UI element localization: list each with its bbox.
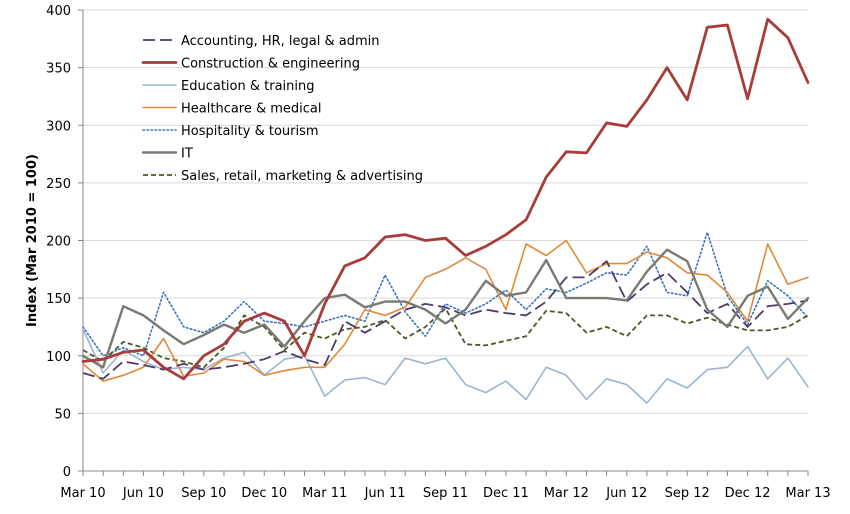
x-tick-label: Sep 12 <box>665 486 710 501</box>
legend: Accounting, HR, legal & admin Constructio… <box>141 34 423 184</box>
series-line-accounting-hr-legal-admin <box>82 260 809 380</box>
x-tick-label: Dec 11 <box>483 486 529 501</box>
x-tick-label: Mar 11 <box>302 486 347 501</box>
legend-label: Accounting, HR, legal & admin <box>181 34 380 49</box>
x-tick-label: Sep 11 <box>423 486 468 501</box>
x-tick-label: Mar 13 <box>785 486 830 501</box>
series-line-construction-engineering <box>81 17 810 381</box>
legend-label: Sales, retail, marketing & advertising <box>181 169 423 184</box>
x-tick-label: Mar 12 <box>544 486 589 501</box>
series-line-it <box>81 248 810 369</box>
y-tick-label: 400 <box>46 4 71 19</box>
y-tick-label: 150 <box>46 292 71 307</box>
legend-label: Education & training <box>181 79 315 94</box>
series-line-sales-retail-marketing-advertising <box>82 307 809 369</box>
x-tick-label: Jun 12 <box>605 486 647 501</box>
x-tick-label: Jun 11 <box>364 486 406 501</box>
legend-label: Construction & engineering <box>181 57 360 72</box>
y-tick-label: 250 <box>46 177 71 192</box>
y-tick-label: 300 <box>46 119 71 134</box>
y-tick-label: 200 <box>46 235 71 250</box>
x-tick-label: Jun 10 <box>122 486 164 501</box>
y-tick-label: 350 <box>46 62 71 77</box>
y-tick-label: 100 <box>46 350 71 365</box>
legend-label: Healthcare & medical <box>181 102 322 117</box>
legend-label: IT <box>181 147 193 162</box>
legend-label: Hospitality & tourism <box>181 124 319 139</box>
x-tick-label: Sep 10 <box>181 486 226 501</box>
series-line-healthcare-medical <box>82 239 809 382</box>
series-line-hospitality-tourism <box>82 231 809 357</box>
y-tick-label: 50 <box>54 407 71 422</box>
x-tick-label: Dec 10 <box>241 486 287 501</box>
y-tick-label: 0 <box>63 465 71 480</box>
series-lines <box>81 17 810 404</box>
y-axis-title: Index (Mar 2010 = 100) <box>25 154 40 327</box>
x-tick-label: Dec 12 <box>725 486 771 501</box>
x-tick-label: Mar 10 <box>60 486 105 501</box>
axes: 0 50 100 150 200 250 300 350 400 Mar 10 Jun 10 Sep … <box>46 4 830 501</box>
